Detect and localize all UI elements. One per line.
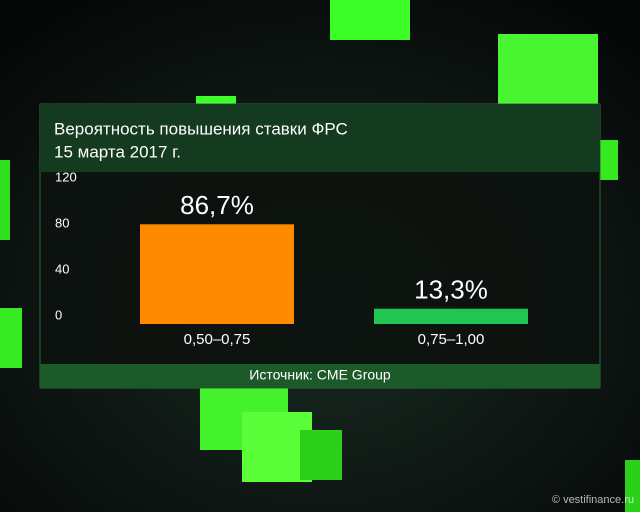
y-tick-label: 40 bbox=[55, 261, 69, 276]
value-label: 13,3% bbox=[414, 275, 488, 305]
x-tick-label: 0,50–0,75 bbox=[184, 331, 251, 348]
header bbox=[40, 104, 600, 172]
watermark: © vestifinance.ru bbox=[552, 494, 634, 506]
bar bbox=[140, 224, 294, 324]
y-tick-label: 80 bbox=[55, 215, 69, 230]
chart-title: Вероятность повышения ставки ФРС bbox=[54, 119, 348, 138]
source-bar bbox=[40, 364, 600, 388]
y-tick-label: 120 bbox=[55, 169, 77, 184]
y-tick-label: 0 bbox=[55, 307, 62, 322]
chart-subtitle: 15 марта 2017 г. bbox=[54, 142, 181, 161]
bar bbox=[374, 308, 528, 324]
source: Источник: CME Group bbox=[249, 367, 391, 383]
value-label: 86,7% bbox=[180, 190, 254, 220]
x-tick-label: 0,75–1,00 bbox=[418, 331, 485, 348]
